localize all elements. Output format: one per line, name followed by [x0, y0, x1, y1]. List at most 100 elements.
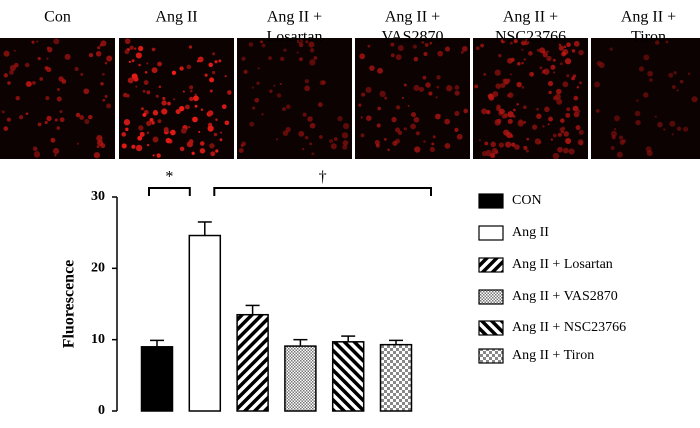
cell [487, 93, 493, 99]
cell [499, 108, 505, 115]
cell [125, 93, 130, 98]
cell [198, 130, 201, 133]
micrograph [473, 38, 588, 160]
cell [25, 81, 32, 87]
cell [413, 84, 420, 92]
cell [391, 116, 397, 123]
cell [395, 54, 402, 61]
y-tick-label: 30 [91, 189, 105, 204]
cell [56, 96, 62, 102]
cell [512, 108, 516, 112]
cell [194, 104, 198, 108]
panel-label: Ang II + [621, 9, 676, 26]
cell [544, 106, 550, 113]
cell [454, 85, 460, 90]
cell [649, 78, 653, 82]
cell [536, 48, 540, 52]
cell [25, 62, 30, 68]
cell [106, 103, 112, 109]
cell [215, 118, 218, 121]
cell [185, 104, 190, 110]
cell [104, 95, 108, 98]
cell [563, 131, 570, 137]
cell [505, 141, 512, 148]
cell [558, 43, 562, 47]
cell [572, 105, 579, 112]
cell [431, 142, 435, 146]
cell [44, 66, 49, 70]
panel-label: Ang II + [267, 9, 322, 26]
cell [403, 127, 408, 131]
cell [546, 55, 552, 62]
cell [671, 133, 674, 136]
cell [397, 45, 404, 51]
cell [375, 143, 380, 148]
micrograph-bg [355, 38, 470, 159]
cell [124, 49, 130, 55]
cell [556, 88, 562, 95]
cell [576, 85, 580, 89]
cell [565, 112, 571, 118]
significance-mark: * [165, 169, 173, 186]
cell [15, 95, 20, 101]
y-axis-label: Fluorescence [61, 260, 78, 349]
cell [342, 144, 348, 150]
cell [191, 151, 195, 155]
cell [548, 116, 553, 122]
cell [673, 71, 677, 75]
cell [304, 79, 310, 84]
cell [133, 76, 139, 82]
cell [523, 105, 527, 110]
cell [392, 140, 398, 146]
cell [149, 118, 154, 122]
cell [93, 152, 100, 159]
cell [124, 38, 131, 45]
cell [564, 58, 572, 65]
cell [506, 132, 513, 139]
cell [429, 41, 433, 45]
cell [413, 116, 420, 123]
cell [131, 144, 136, 149]
cell [539, 66, 543, 70]
cell [139, 131, 145, 137]
cell [421, 40, 425, 44]
cell [676, 89, 679, 92]
cell [224, 120, 230, 126]
cell [83, 88, 90, 95]
cell [425, 82, 431, 88]
cell [517, 61, 521, 66]
cell [121, 132, 127, 137]
cell [256, 81, 260, 85]
cell [208, 62, 213, 68]
cell [329, 139, 334, 144]
cell [241, 56, 246, 61]
cell [37, 56, 41, 61]
cell [676, 126, 682, 131]
cell [59, 110, 63, 114]
cell [313, 56, 318, 60]
cell [96, 145, 100, 149]
y-tick-label: 0 [98, 403, 105, 418]
cell [550, 138, 553, 141]
cell [672, 85, 676, 89]
cell [456, 133, 463, 140]
cell [436, 75, 441, 80]
cell [9, 64, 16, 71]
cell [377, 106, 382, 111]
cell [280, 56, 285, 61]
cell [502, 78, 507, 83]
cell [80, 72, 84, 76]
cell [54, 154, 57, 157]
cell [553, 95, 558, 101]
cell [365, 86, 372, 94]
cell [189, 89, 193, 93]
cell [423, 140, 426, 143]
cell [454, 127, 459, 132]
cell [498, 142, 505, 148]
cell [654, 40, 660, 45]
cell [125, 127, 129, 132]
cell [559, 127, 564, 132]
cell [609, 47, 613, 51]
cell [121, 143, 127, 149]
cell [610, 146, 615, 151]
